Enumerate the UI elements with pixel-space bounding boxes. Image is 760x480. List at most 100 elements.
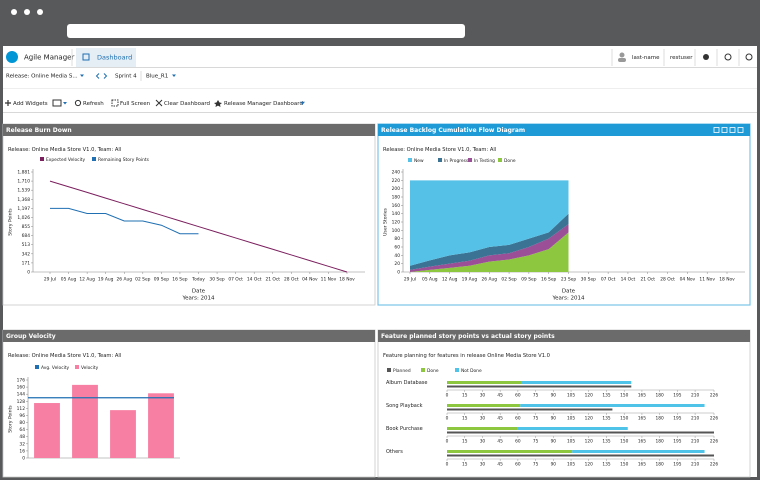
panel-control[interactable] bbox=[721, 127, 728, 133]
panel-header bbox=[378, 330, 750, 342]
y-tick-label: 160 bbox=[17, 385, 26, 391]
planned-bar bbox=[447, 408, 613, 411]
y-tick-label: 171 bbox=[22, 260, 31, 266]
sprint-filter[interactable]: Sprint 4 bbox=[115, 74, 137, 80]
power-icon[interactable] bbox=[745, 53, 753, 61]
x-tick-label: 07 Oct bbox=[601, 277, 616, 283]
bar bbox=[148, 393, 174, 458]
x-tick-label: 30 bbox=[480, 462, 486, 468]
panel-title: Feature planned story points vs actual s… bbox=[381, 333, 555, 340]
y-tick-label: 240 bbox=[392, 170, 401, 176]
prev-arrow[interactable] bbox=[95, 73, 100, 79]
x-tick-label: 105 bbox=[567, 416, 575, 422]
window-dot[interactable] bbox=[11, 9, 17, 15]
panel-header bbox=[378, 124, 750, 136]
legend-label: Avg. Velocity bbox=[41, 365, 70, 371]
x-tick-label: 180 bbox=[656, 439, 664, 445]
y-tick-label: 0 bbox=[27, 270, 30, 276]
fullscreen-icon[interactable] bbox=[111, 99, 119, 107]
x-tick-label: 226 bbox=[710, 416, 718, 422]
x-axis-subtitle: Years: 2014 bbox=[551, 296, 585, 302]
panel-header bbox=[3, 124, 375, 136]
legend-label: Not Done bbox=[461, 368, 482, 374]
x-tick-label: 105 bbox=[567, 462, 575, 468]
dropdown-arrow[interactable] bbox=[172, 74, 176, 78]
add-widgets[interactable]: Add Widgets bbox=[13, 101, 48, 107]
legend-swatch bbox=[468, 158, 472, 162]
x-tick-label: 28 Oct bbox=[660, 277, 675, 283]
x-tick-label: 165 bbox=[638, 462, 646, 468]
tenant[interactable]: restuser bbox=[670, 55, 693, 61]
dashboard-name[interactable]: Release Manager Dashboard bbox=[224, 101, 303, 107]
row-label: Song Playback bbox=[386, 403, 423, 409]
x-tick-label: 45 bbox=[497, 416, 503, 422]
panel-title: Release Burn Down bbox=[6, 127, 72, 134]
next-arrow[interactable] bbox=[103, 73, 108, 79]
x-tick-label: 45 bbox=[497, 462, 503, 468]
legend-label: New bbox=[414, 158, 424, 164]
panel-control[interactable] bbox=[729, 127, 736, 133]
y-tick-label: 1,368 bbox=[17, 197, 30, 203]
x-tick-label: 180 bbox=[656, 462, 664, 468]
x-tick-label: 26 Aug bbox=[116, 277, 132, 283]
y-tick-label: 64 bbox=[19, 427, 25, 433]
add-icon[interactable] bbox=[5, 100, 11, 106]
x-tick-label: 21 Oct bbox=[640, 277, 655, 283]
tab[interactable] bbox=[76, 48, 136, 67]
series-line bbox=[50, 207, 199, 235]
release-filter[interactable]: Release: Online Media S... bbox=[6, 74, 78, 80]
help-icon[interactable] bbox=[724, 53, 732, 61]
user-name[interactable]: last-name bbox=[632, 55, 660, 61]
y-tick-label: 20 bbox=[394, 261, 400, 267]
team-filter[interactable]: Blue_R1 bbox=[146, 74, 168, 80]
x-tick-label: 02 Sep bbox=[501, 277, 516, 283]
x-tick-label: 135 bbox=[602, 462, 610, 468]
y-tick-label: 513 bbox=[22, 242, 31, 248]
chart-subtitle: Release: Online Media Store V1.0, Team: … bbox=[8, 147, 121, 153]
stacked-bar bbox=[447, 381, 522, 384]
x-tick-label: 15 bbox=[462, 416, 468, 422]
y-tick-label: 80 bbox=[394, 236, 400, 242]
panel-control[interactable] bbox=[713, 127, 720, 133]
planned-bar bbox=[447, 385, 632, 388]
dropdown-arrow[interactable] bbox=[300, 101, 305, 105]
x-tick-label: 120 bbox=[585, 462, 593, 468]
chart-icon[interactable] bbox=[52, 99, 62, 107]
y-tick-label: 1,026 bbox=[17, 215, 30, 221]
legend-swatch bbox=[438, 158, 442, 162]
x-tick-label: 226 bbox=[710, 393, 718, 399]
window-dot[interactable] bbox=[24, 9, 30, 15]
clear-icon[interactable] bbox=[155, 99, 163, 107]
x-tick-label: 90 bbox=[551, 393, 557, 399]
y-axis-title: Story Points bbox=[8, 208, 14, 236]
x-tick-label: 135 bbox=[602, 416, 610, 422]
x-tick-label: 210 bbox=[691, 416, 699, 422]
x-tick-label: 105 bbox=[567, 393, 575, 399]
star-icon[interactable] bbox=[214, 100, 222, 107]
y-tick-label: 144 bbox=[17, 392, 26, 398]
legend-label: Velocity bbox=[81, 365, 99, 371]
refresh[interactable]: Refresh bbox=[83, 101, 104, 107]
clear-dashboard[interactable]: Clear Dashboard bbox=[164, 101, 210, 107]
settings-icon[interactable] bbox=[703, 54, 709, 60]
y-axis-title: Story Points bbox=[8, 405, 14, 433]
legend-label: Done bbox=[427, 368, 439, 374]
x-tick-label: 226 bbox=[710, 462, 718, 468]
x-tick-label: 60 bbox=[515, 416, 521, 422]
dropdown-arrow[interactable] bbox=[63, 102, 67, 105]
x-tick-label: 11 Nov bbox=[699, 277, 715, 283]
panel-header bbox=[3, 330, 375, 342]
window-dot[interactable] bbox=[37, 9, 43, 15]
full-screen[interactable]: Full Screen bbox=[120, 101, 151, 107]
dropdown-arrow[interactable] bbox=[80, 74, 84, 78]
user-icon bbox=[619, 52, 625, 58]
logo[interactable] bbox=[6, 51, 18, 63]
panel-control[interactable] bbox=[737, 127, 744, 133]
x-tick-label: 165 bbox=[638, 393, 646, 399]
address-bar[interactable] bbox=[67, 24, 465, 38]
y-tick-label: 342 bbox=[22, 251, 31, 257]
tab-label[interactable]: Dashboard bbox=[97, 54, 132, 62]
y-tick-label: 40 bbox=[394, 253, 400, 259]
refresh-icon[interactable] bbox=[74, 99, 82, 107]
bar bbox=[34, 403, 60, 458]
